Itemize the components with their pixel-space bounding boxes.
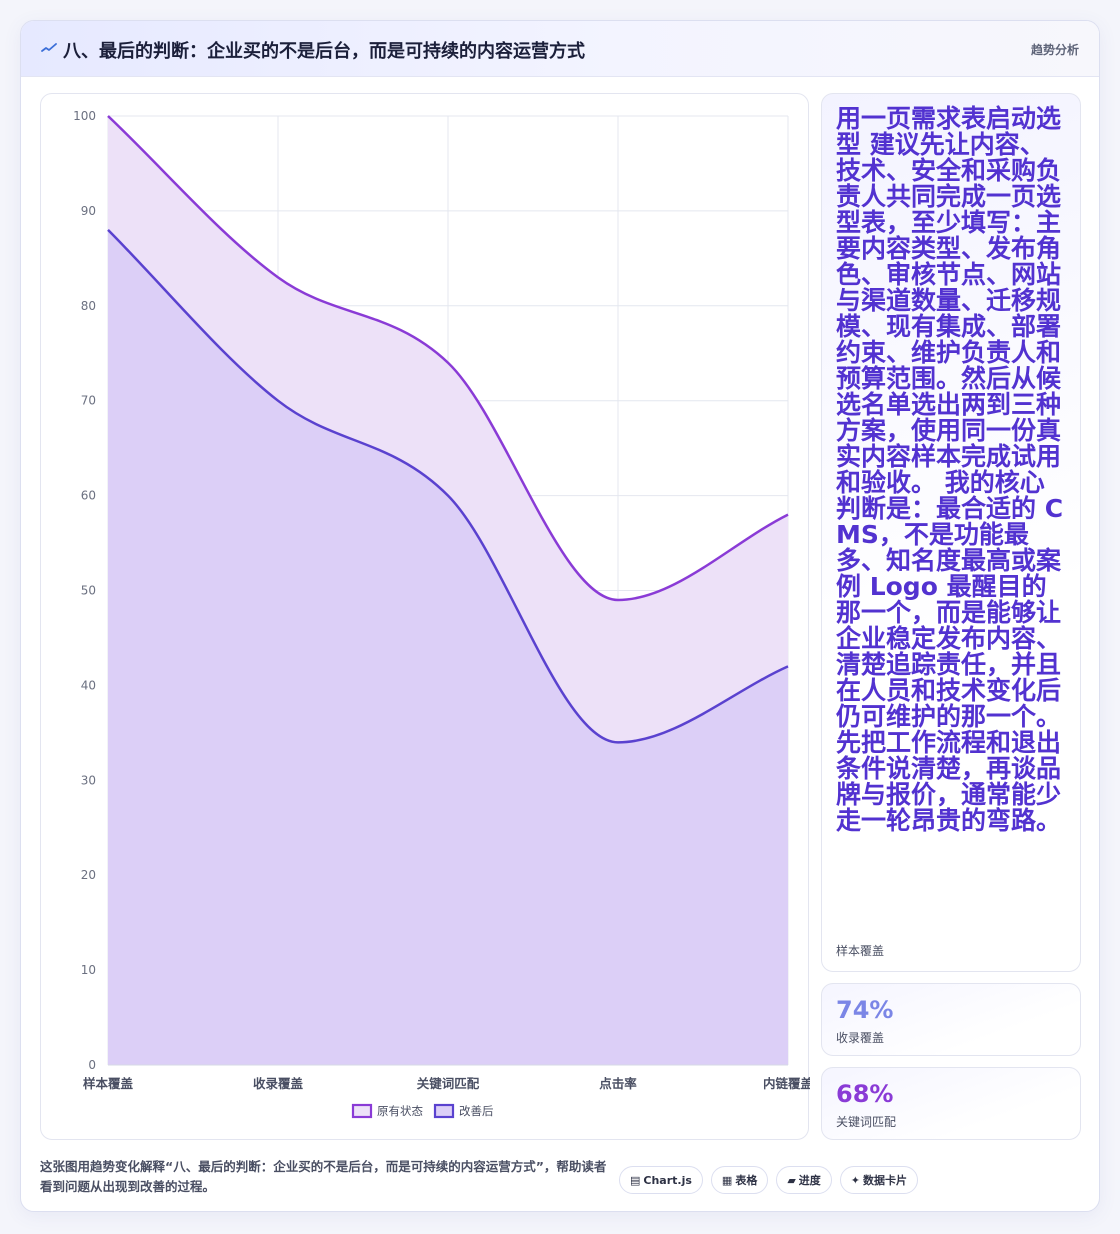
y-tick-label: 10 (81, 963, 96, 977)
header-tag: 趋势分析 (1030, 43, 1079, 57)
chip-label: Chart.js (643, 1173, 692, 1187)
chip-progress[interactable]: ▰ 进度 (776, 1166, 832, 1194)
chip-chartjs[interactable]: ▤ Chart.js (619, 1166, 703, 1194)
chart-icon: ▤ (630, 1173, 641, 1187)
chart-panel: 0 10 20 30 40 50 60 70 80 90 100 样本覆盖 收录覆盖 关键词匹配 点击率 内链… (40, 93, 810, 1140)
y-tick-label: 70 (81, 394, 96, 408)
legend-label: 改善后 (459, 1104, 494, 1118)
x-tick-label: 点击率 (599, 1076, 637, 1091)
x-tick-label: 关键词匹配 (417, 1076, 480, 1091)
x-tick-label: 内链覆盖 (763, 1076, 810, 1091)
tech-chips: ▤ Chart.js ▦ 表格 ▰ 进度 ✦ 数据卡片 (619, 1166, 919, 1194)
table-icon: ▦ (721, 1173, 733, 1187)
insight-text: 用一页需求表启动选型 建议先让内容、技术、安全和采购负责人共同完成一页选型表，至… (836, 104, 1064, 835)
card-header: 八、最后的判断：企业买的不是后台，而是可持续的内容运营方式 趋势分析 (21, 21, 1099, 77)
x-tick-label: 样本覆盖 (83, 1076, 134, 1091)
chip-label: 表格 (735, 1174, 758, 1187)
series-area-1 (108, 229, 788, 1065)
footer-note: 这张图用趋势变化解释“八、最后的判断：企业买的不是后台，而是可持续的内容运营方式… (40, 1159, 607, 1194)
series-line-1 (107, 228, 789, 744)
chart-card: 八、最后的判断：企业买的不是后台，而是可持续的内容运营方式 趋势分析 0 10 20… (20, 20, 1100, 1212)
legend-label: 原有状态 (377, 1104, 423, 1118)
metric-card-index-coverage: 74% 收录覆盖 (821, 983, 1081, 1056)
x-tick-label: 收录覆盖 (253, 1076, 304, 1091)
y-tick-label: 40 (81, 678, 96, 692)
y-tick-label: 60 (81, 489, 96, 503)
y-tick-label: 100 (73, 109, 96, 123)
insight-card: 用一页需求表启动选型 建议先让内容、技术、安全和采购负责人共同完成一页选型表，至… (821, 93, 1081, 972)
y-tick-label: 30 (81, 773, 96, 787)
chip-label: 数据卡片 (863, 1174, 908, 1187)
insight-caption: 样本覆盖 (836, 944, 885, 958)
series-line-0 (107, 115, 789, 602)
trend-line-icon (41, 43, 57, 52)
y-tick-label: 80 (81, 299, 96, 313)
y-tick-label: 50 (81, 584, 96, 598)
metric-value: 68% (836, 1080, 894, 1108)
y-tick-label: 0 (88, 1058, 96, 1072)
legend-swatch (351, 1103, 373, 1119)
y-tick-label: 20 (81, 868, 96, 882)
metric-card-keyword-match: 68% 关键词匹配 (821, 1067, 1081, 1140)
chip-table[interactable]: ▦ 表格 (710, 1166, 769, 1194)
chip-label: 进度 (798, 1174, 821, 1187)
progress-icon: ▰ (787, 1173, 796, 1187)
chip-data-card[interactable]: ✦ 数据卡片 (839, 1166, 919, 1194)
legend-swatch (433, 1103, 455, 1119)
area-chart: 0 10 20 30 40 50 60 70 80 90 100 样本覆盖 收录覆盖 关键词匹配 点击率 内链… (73, 109, 810, 1119)
y-tick-label: 90 (81, 204, 96, 218)
metric-caption: 收录覆盖 (836, 1031, 885, 1045)
metric-caption: 关键词匹配 (836, 1115, 897, 1129)
card-icon: ✦ (850, 1173, 861, 1187)
metric-value: 74% (836, 996, 894, 1024)
page-title: 八、最后的判断：企业买的不是后台，而是可持续的内容运营方式 (63, 41, 585, 62)
